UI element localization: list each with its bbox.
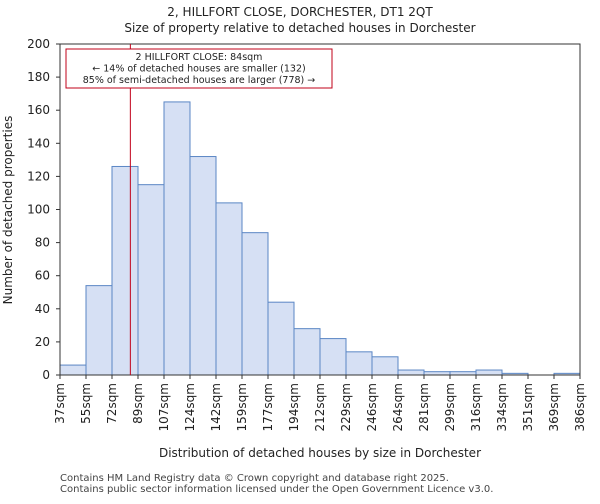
bar-264sqm xyxy=(397,369,425,376)
bar-229sqm xyxy=(345,351,373,376)
axes-group: 0 20 40 60 80 100 120 140 160 180 200 37sqm 55sqm 72s… xyxy=(27,37,587,431)
x-tick-label-89sqm: 89sqm xyxy=(131,383,145,424)
y-tick-label-140: 140 xyxy=(27,136,50,150)
bar-55sqm xyxy=(85,285,113,376)
y-tick-label-120: 120 xyxy=(27,169,50,183)
y-tick-label-160: 160 xyxy=(27,103,50,117)
annotation-line-1: 2 HILLFORT CLOSE: 84sqm xyxy=(136,52,263,63)
x-tick-label-386sqm: 386sqm xyxy=(573,383,587,431)
annotation-box xyxy=(65,48,333,89)
bar-142sqm xyxy=(215,202,243,376)
bar-72sqm xyxy=(111,165,139,376)
y-tick-label-20: 20 xyxy=(35,335,50,349)
x-tick-label-281sqm: 281sqm xyxy=(417,383,431,431)
y-tick-label-80: 80 xyxy=(35,236,50,250)
bar-89sqm xyxy=(137,184,165,376)
bar-177sqm xyxy=(267,301,295,376)
y-tick-label-200: 200 xyxy=(27,37,50,51)
bars-group xyxy=(59,101,581,376)
y-tick-label-40: 40 xyxy=(35,302,50,316)
chart-title-line2: Size of property relative to detached ho… xyxy=(124,21,475,35)
x-tick-label-159sqm: 159sqm xyxy=(235,383,249,431)
x-tick-label-334sqm: 334sqm xyxy=(495,383,509,431)
y-tick-label-60: 60 xyxy=(35,269,50,283)
x-tick-label-316sqm: 316sqm xyxy=(469,383,483,431)
x-tick-label-72sqm: 72sqm xyxy=(105,383,119,424)
bar-194sqm xyxy=(293,328,321,376)
bar-159sqm xyxy=(241,232,269,376)
bar-212sqm xyxy=(319,338,347,376)
y-tick-label-0: 0 xyxy=(42,368,50,382)
bar-107sqm xyxy=(163,101,191,376)
x-tick-label-37sqm: 37sqm xyxy=(53,383,67,424)
chart-title-line1: 2, HILLFORT CLOSE, DORCHESTER, DT1 2QT xyxy=(167,5,433,19)
x-tick-label-177sqm: 177sqm xyxy=(261,383,275,431)
y-axis-label: Number of detached properties xyxy=(1,116,15,305)
x-tick-label-351sqm: 351sqm xyxy=(521,383,535,431)
x-tick-label-124sqm: 124sqm xyxy=(183,383,197,431)
bar-316sqm xyxy=(475,369,503,376)
annotation-line-2: ← 14% of detached houses are smaller (13… xyxy=(92,64,305,75)
footer-line1: Contains HM Land Registry data © Crown c… xyxy=(60,473,449,484)
x-tick-label-299sqm: 299sqm xyxy=(443,383,457,431)
x-tick-label-194sqm: 194sqm xyxy=(287,383,301,431)
x-tick-label-107sqm: 107sqm xyxy=(157,383,171,431)
x-tick-label-55sqm: 55sqm xyxy=(79,383,93,424)
annotation-line-3: 85% of semi-detached houses are larger (… xyxy=(83,75,316,86)
x-axis-label: Distribution of detached houses by size … xyxy=(159,446,481,460)
x-tick-label-369sqm: 369sqm xyxy=(547,383,561,431)
bar-37sqm xyxy=(59,364,87,376)
marker-group: 2 HILLFORT CLOSE: 84sqm← 14% of detached… xyxy=(65,44,333,375)
x-tick-label-229sqm: 229sqm xyxy=(339,383,353,431)
x-tick-label-264sqm: 264sqm xyxy=(391,383,405,431)
y-tick-label-180: 180 xyxy=(27,70,50,84)
bar-124sqm xyxy=(189,156,217,376)
y-tick-label-100: 100 xyxy=(27,203,50,217)
x-tick-label-212sqm: 212sqm xyxy=(313,383,327,431)
bar-246sqm xyxy=(371,356,399,376)
x-tick-label-142sqm: 142sqm xyxy=(209,383,223,431)
x-tick-label-246sqm: 246sqm xyxy=(365,383,379,431)
footer-line2: Contains public sector information licen… xyxy=(60,484,493,495)
